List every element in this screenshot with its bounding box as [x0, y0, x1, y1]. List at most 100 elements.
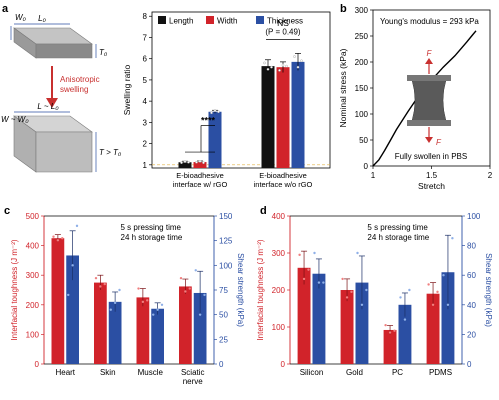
y2-tick-label: 25 — [219, 335, 228, 344]
data-point — [427, 283, 430, 286]
legend-swatch — [206, 16, 214, 24]
legend-label: Length — [169, 17, 193, 26]
data-point — [198, 313, 202, 316]
y-tick-label: 250 — [355, 32, 369, 41]
y2-tick-label: 80 — [467, 242, 476, 251]
bar — [355, 282, 369, 364]
data-point — [141, 300, 145, 304]
data-point — [217, 110, 220, 114]
bar — [441, 272, 455, 364]
bar — [108, 301, 122, 364]
pressing-time-label: 5 s pressing time — [121, 223, 182, 232]
ns-label: NS — [277, 18, 289, 28]
y-tick-label: 100 — [355, 110, 369, 119]
panel-label-c: c — [4, 205, 10, 217]
category-label: Heart — [55, 368, 75, 377]
y2-tick-label: 0 — [467, 360, 472, 369]
stress-stretch-chart: b 0 50 100 150 200 250 300 1 1.5 2 Nominal stress (… — [338, 3, 493, 191]
thickness-label-swollen: T > T₀ — [99, 148, 122, 157]
initial-gel-box — [13, 27, 93, 59]
y2-tick-label: 0 — [219, 360, 224, 369]
panel-label-b: b — [340, 3, 347, 15]
legend-label: Thickness — [267, 17, 303, 26]
bar — [66, 255, 79, 364]
y-tick-label: 0 — [281, 360, 286, 369]
category-label: Silicon — [300, 368, 324, 377]
bar — [340, 290, 354, 364]
legend-swatch — [256, 16, 264, 24]
data-point — [451, 237, 454, 240]
data-point — [137, 287, 140, 290]
data-point — [307, 268, 310, 271]
sample-clamp — [407, 75, 451, 81]
data-point — [75, 224, 79, 228]
category-label: interface w/o rGO — [254, 180, 313, 189]
y-tick-label: 1 — [143, 161, 148, 170]
data-point — [266, 68, 270, 71]
x-axis-label: Stretch — [418, 181, 445, 191]
y-tick-label: 200 — [26, 301, 40, 310]
data-point — [180, 161, 183, 164]
data-point — [187, 160, 190, 164]
data-point — [296, 65, 300, 69]
data-point — [313, 251, 316, 255]
swelling-label-line1: Anisotropic — [60, 75, 100, 84]
data-point — [393, 329, 396, 332]
data-point — [202, 161, 205, 164]
bar — [276, 67, 290, 168]
x-tick-label: 1 — [371, 171, 376, 180]
data-point — [384, 323, 387, 327]
data-point — [365, 288, 368, 292]
y-axis-label: Nominal stress (kPa) — [338, 48, 348, 127]
y-tick-label: 8 — [143, 12, 148, 21]
bar — [193, 292, 207, 364]
data-point — [56, 239, 60, 242]
category-label: Skin — [100, 368, 116, 377]
material-adhesion-chart: d 0 100 200 300 400 0 20 40 60 80 100 Interfacial to… — [256, 205, 493, 377]
y2-tick-label: 100 — [219, 261, 233, 270]
category-label: nerve — [183, 377, 204, 386]
category-label: PC — [392, 368, 403, 377]
y-tick-label: 2 — [143, 140, 148, 149]
data-point — [317, 281, 321, 284]
y-tick-label: 400 — [272, 212, 286, 221]
y-tick-label: 50 — [359, 136, 368, 145]
x-tick-label: 2 — [488, 171, 493, 180]
y2-tick-label: 125 — [219, 237, 233, 246]
data-point — [281, 63, 285, 67]
category-label: Gold — [346, 368, 363, 377]
data-point — [350, 290, 353, 294]
y-tick-label: 200 — [355, 58, 369, 67]
y-tick-label: 3 — [143, 118, 148, 127]
y-tick-label: 300 — [355, 6, 369, 15]
legend-label: Width — [217, 17, 237, 26]
data-point — [113, 301, 117, 305]
bar — [151, 308, 164, 364]
category-label: Sciatic — [181, 368, 205, 377]
y2-tick-label: 20 — [467, 330, 476, 339]
data-point — [99, 285, 102, 288]
sample-clamp — [407, 120, 451, 126]
y-tick-label: 6 — [143, 55, 148, 64]
data-point — [300, 59, 303, 63]
y2-axis-label: Shear strength (kPa) — [484, 253, 493, 327]
data-point — [118, 288, 121, 292]
data-point — [263, 61, 266, 65]
data-point — [446, 303, 450, 306]
panel-label-a: a — [2, 3, 9, 15]
y-tick-label: 300 — [26, 271, 40, 280]
swollen-gel-box — [13, 115, 93, 173]
p-value-label: (P = 0.49) — [265, 27, 301, 36]
data-point — [210, 111, 213, 115]
y-tick-label: 150 — [355, 84, 369, 93]
data-point — [436, 290, 439, 294]
data-point — [109, 308, 112, 311]
force-arrow-head — [425, 58, 433, 64]
y-axis-label: Interfacial toughness (J m⁻²) — [10, 239, 19, 340]
data-point — [146, 299, 149, 302]
y-axis-label: Swelling ratio — [122, 64, 132, 115]
data-point — [152, 313, 155, 316]
pressing-time-label: 5 s pressing time — [367, 223, 428, 232]
y-tick-label: 5 — [143, 76, 148, 85]
bar — [193, 162, 207, 168]
